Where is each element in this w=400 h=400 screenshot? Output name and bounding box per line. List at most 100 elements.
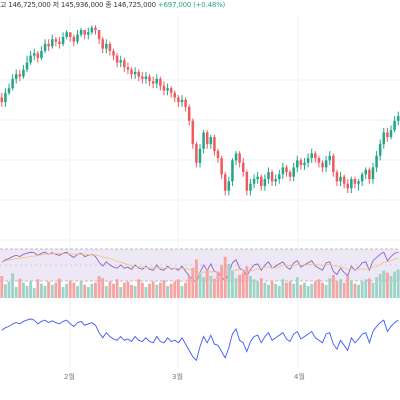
candle-body [238, 153, 241, 163]
candle-body [227, 181, 231, 191]
volume-bar [342, 282, 346, 298]
x-tick-label: 4월 [294, 373, 305, 381]
volume-bar [32, 288, 36, 298]
volume-bar [18, 278, 22, 298]
candle-body [144, 76, 148, 79]
volume-bar [108, 281, 112, 298]
candle-body [335, 172, 339, 182]
candle-body [245, 172, 249, 191]
volume-bar [176, 279, 180, 298]
volume-bar [227, 263, 231, 298]
volume-bar [292, 283, 296, 298]
candle-body [389, 130, 393, 138]
volume-bar [21, 282, 25, 298]
volume-bar [357, 284, 360, 298]
candle-body [231, 160, 234, 182]
candle-body [126, 67, 130, 70]
candle-body [281, 167, 285, 175]
volume-bar [339, 279, 342, 298]
volume-bar [151, 281, 155, 298]
volume-bar [389, 276, 393, 298]
volume-bar [83, 284, 87, 298]
candle-body [65, 32, 68, 37]
volume-bar [281, 279, 285, 298]
candle-body [357, 181, 360, 184]
volume-bar [58, 278, 61, 298]
candle-body [267, 172, 270, 180]
candle-body [386, 132, 389, 138]
candle-body [177, 97, 180, 103]
volume-bar [72, 282, 76, 298]
candle-body [148, 76, 151, 82]
candle-body [137, 71, 140, 77]
volume-bar [50, 284, 54, 298]
volume-bar [285, 282, 288, 298]
volume-bar [209, 276, 213, 298]
ohlc-legend: 고 146,725,000 저 145,936,000 종 146,725,00… [0, 0, 225, 12]
volume-bar [0, 276, 4, 298]
candle-body [350, 179, 353, 189]
candle-body [112, 50, 115, 56]
volume-bar [79, 281, 83, 298]
candle-body [346, 183, 350, 189]
candle-body [151, 81, 155, 84]
legend-item: 145,936,000 [60, 1, 106, 9]
candle-body [288, 172, 292, 177]
candle-body [209, 137, 213, 145]
candle-body [115, 55, 119, 63]
x-tick-label: 3월 [172, 373, 183, 381]
candle-body [162, 85, 166, 91]
candle-body [50, 39, 54, 47]
volume-bar [238, 274, 242, 298]
candle-body [47, 43, 50, 47]
volume-bar [223, 256, 227, 298]
legend-item: 저 [52, 1, 61, 9]
candle-body [25, 62, 29, 70]
candle-body [198, 148, 202, 163]
candle-body [105, 43, 108, 49]
volume-bar [25, 285, 29, 298]
candle-body [97, 29, 101, 40]
candle-body [87, 32, 90, 35]
volume-bar [346, 276, 350, 298]
volume-bar [234, 278, 238, 298]
volume-bar [396, 269, 400, 298]
candle-body [205, 132, 209, 145]
volume-bar [324, 284, 328, 298]
volume-bar [119, 287, 123, 298]
candle-body [256, 176, 259, 180]
volume-bar [313, 281, 317, 298]
candle-body [360, 174, 364, 182]
volume-bar [259, 278, 263, 298]
volume-bar [137, 279, 141, 298]
candle-body [299, 160, 303, 166]
candle-body [364, 169, 368, 175]
volume-bar [364, 279, 368, 298]
volume-bar [274, 283, 278, 298]
candle-body [40, 50, 43, 58]
oscillator-line [1, 318, 399, 362]
volume-bar [133, 285, 137, 298]
volume-bar [173, 281, 177, 298]
candle-body [14, 74, 18, 79]
candle-body [7, 88, 11, 93]
candle-body [133, 71, 137, 75]
volume-bar [277, 285, 281, 298]
volume-bar [162, 280, 166, 298]
volume-bar [104, 285, 108, 298]
candle-body [195, 144, 198, 163]
volume-bar [371, 282, 375, 298]
volume-bar [385, 272, 389, 298]
volume-bar [187, 276, 191, 298]
volume-bar [86, 287, 90, 298]
volume-bar [331, 274, 335, 298]
volume-bar [393, 271, 397, 298]
candle-body [76, 34, 79, 42]
volume-bar [97, 276, 101, 298]
volume-bar [202, 277, 206, 298]
volume-bar [29, 281, 33, 298]
candle-body [187, 106, 191, 121]
candle-body [396, 116, 400, 121]
legend-item: 146,725,000 [113, 1, 158, 9]
